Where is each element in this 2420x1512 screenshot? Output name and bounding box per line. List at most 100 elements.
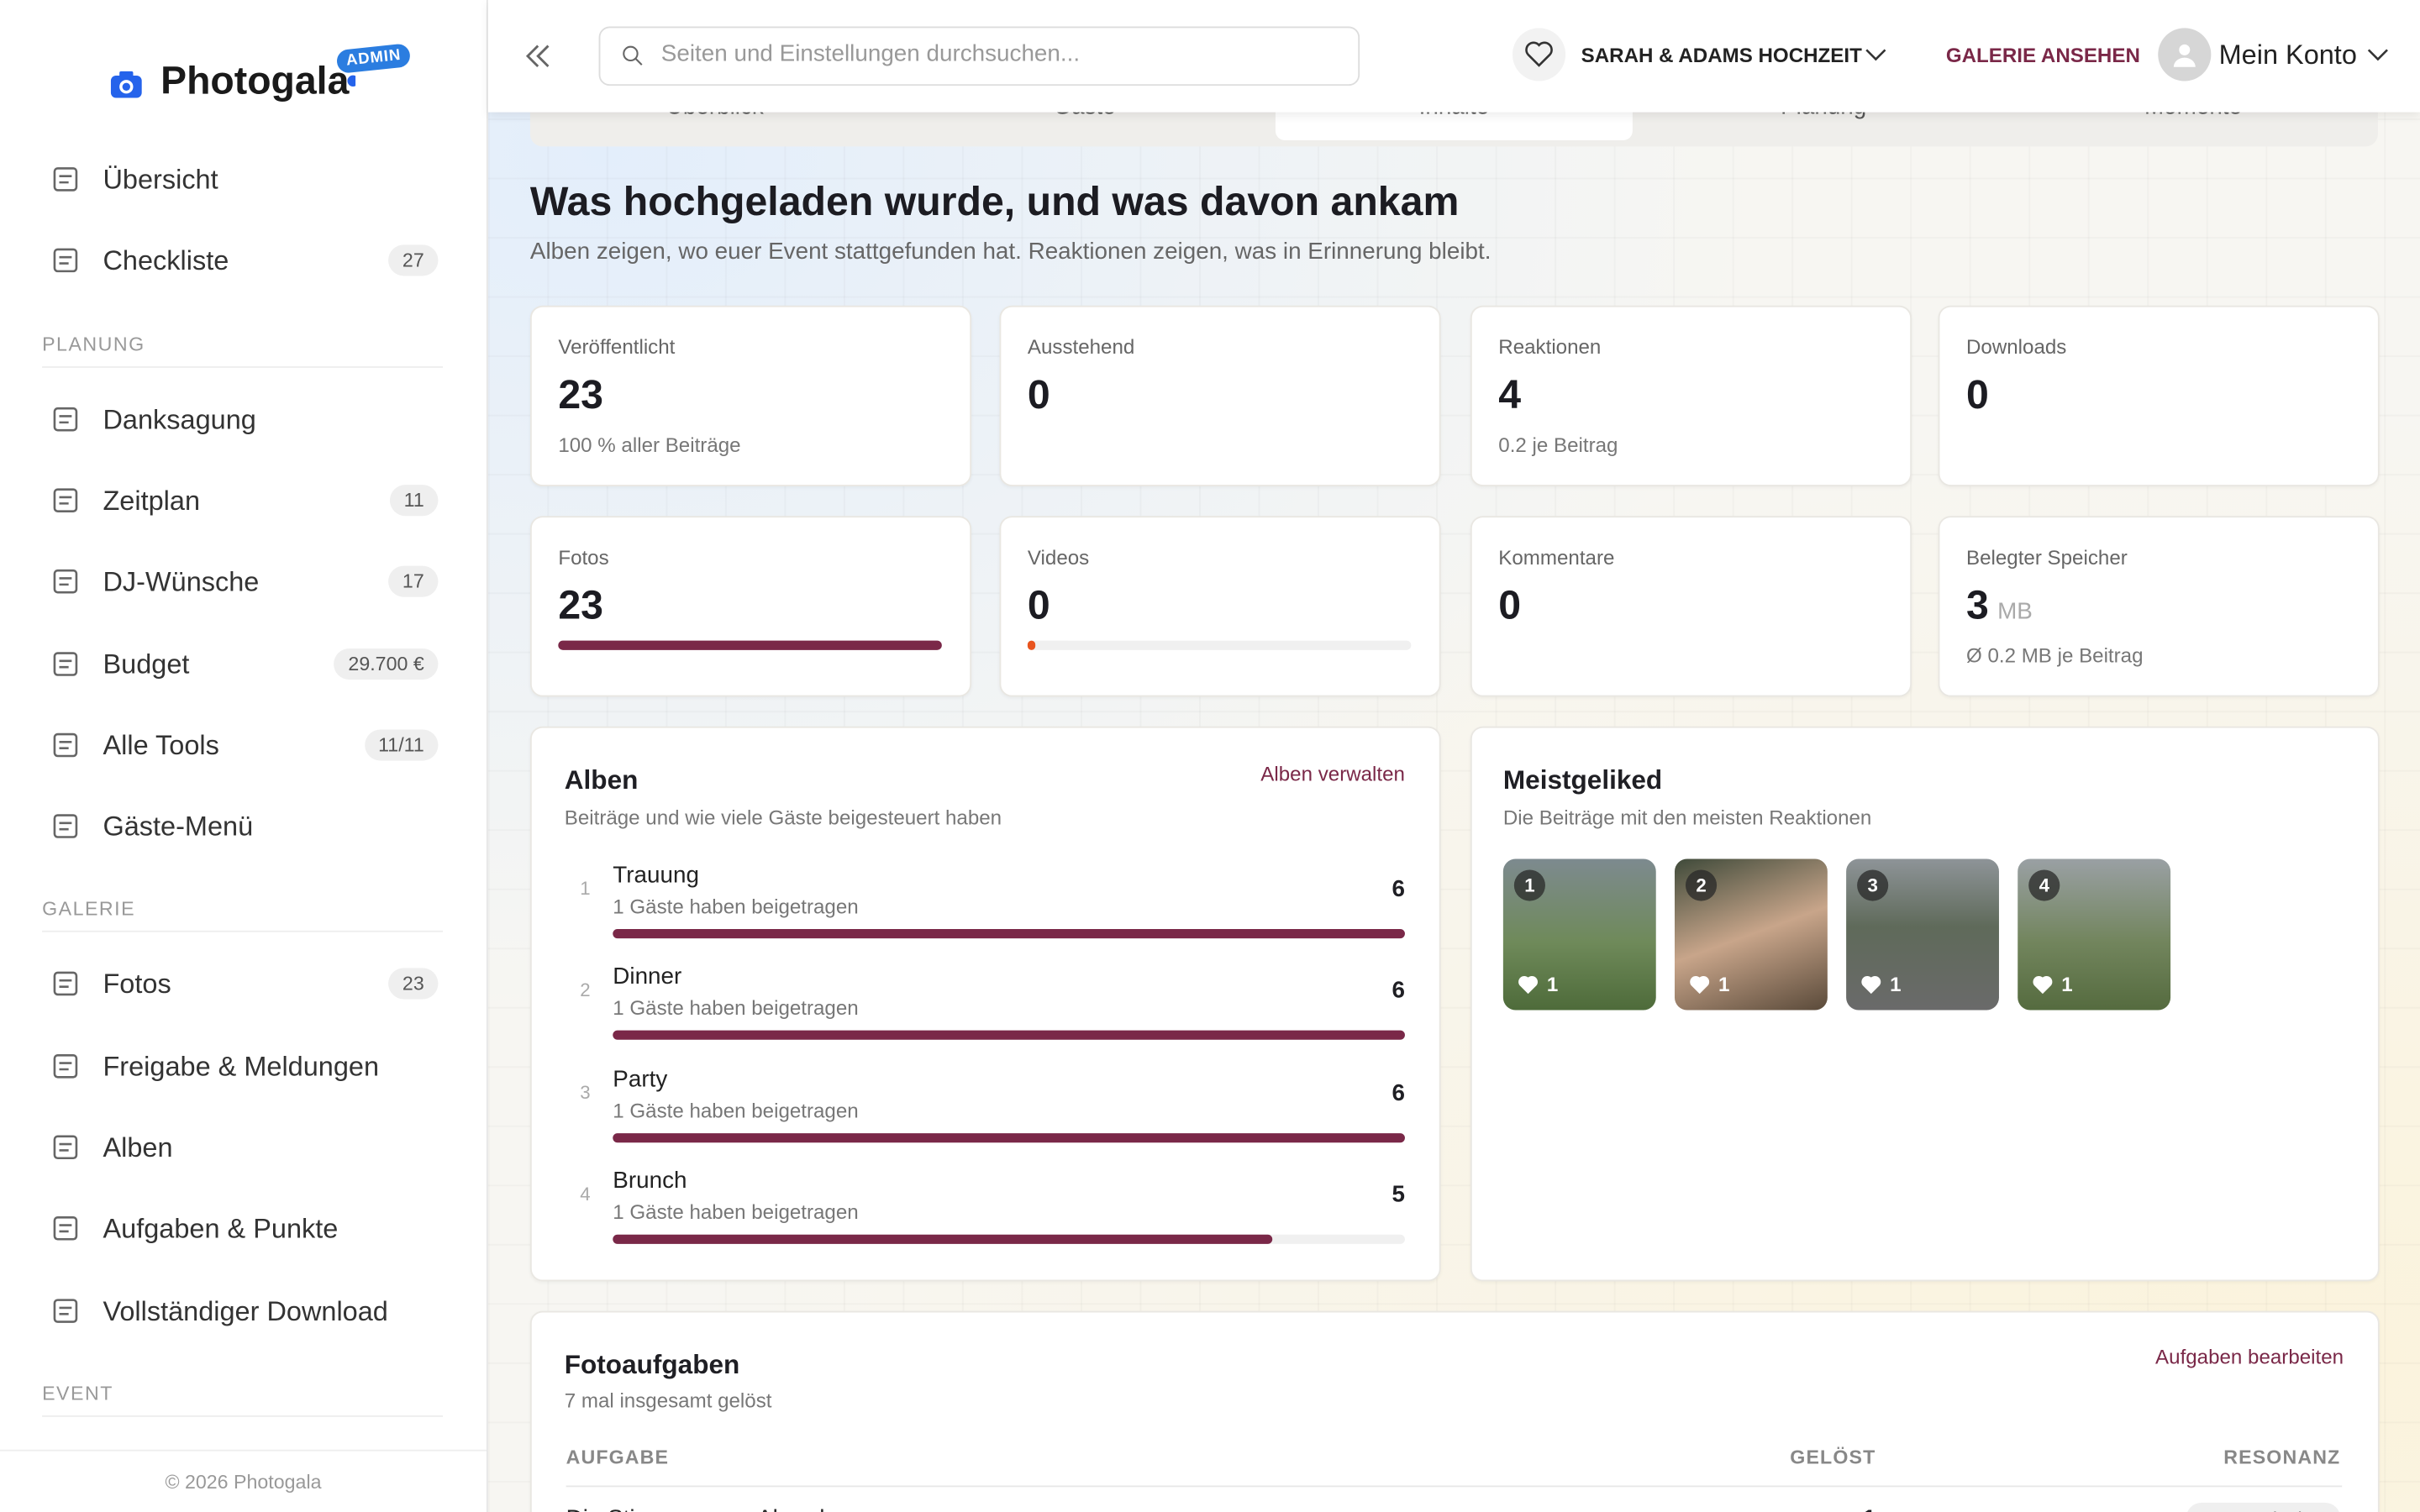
card-title: Meistgeliked xyxy=(1502,765,1663,795)
search-icon xyxy=(621,44,646,69)
stat-card xyxy=(1470,516,1912,697)
nav-count: 29.700 € xyxy=(334,648,439,680)
nav-icon xyxy=(50,403,81,434)
nav-count: 11 xyxy=(389,484,439,517)
stat-card xyxy=(529,305,972,486)
stat-value: 0 xyxy=(1027,370,1050,418)
heart-icon-svg xyxy=(1518,976,1538,995)
nav-icon-svg xyxy=(53,488,78,512)
nav-item[interactable]: DJ-Wünsche xyxy=(103,565,260,598)
divider xyxy=(42,365,444,368)
album-value: 6 xyxy=(1392,875,1405,903)
nav-icon xyxy=(50,566,81,597)
album-note: 1 Gäste haben beigetragen xyxy=(613,1098,859,1122)
nav-icon xyxy=(50,729,81,760)
heart-icon xyxy=(2032,974,2054,996)
heart-icon-svg xyxy=(2033,976,2053,995)
nav-item[interactable]: Fotos xyxy=(103,969,171,1000)
stat-label: Videos xyxy=(1027,545,1090,570)
col-header: RESONANZ xyxy=(2223,1446,2341,1469)
nav-icon xyxy=(50,1213,81,1244)
nav-icon-svg xyxy=(53,732,78,757)
card-subtitle: 7 mal insgesamt gelöst xyxy=(564,1389,772,1413)
heart-icon xyxy=(1689,974,1711,996)
nav-section-title: PLANUNG xyxy=(42,333,145,355)
liked-rank: 2 xyxy=(1685,869,1718,901)
event-switch[interactable]: SARAH & ADAMS HOCHZEIT xyxy=(1581,43,1862,67)
brand-dot: • xyxy=(346,60,355,107)
nav-icon-svg xyxy=(53,1216,78,1242)
liked-count: 1 xyxy=(1718,972,1730,996)
account-menu[interactable]: Mein Konto xyxy=(2218,39,2357,71)
nav-icon-svg xyxy=(53,570,78,594)
album-bar xyxy=(613,1132,1405,1142)
stat-card xyxy=(529,516,972,697)
stat-value: 23 xyxy=(558,581,603,628)
page-heading: Was hochgeladen wurde, und was davon ank… xyxy=(529,177,1460,225)
liked-count: 1 xyxy=(1546,972,1559,996)
stat-label: Veröffentlicht xyxy=(558,334,676,359)
nav-icon-svg xyxy=(53,1298,78,1323)
nav-item[interactable]: Zeitplan xyxy=(103,484,201,517)
event-heart xyxy=(1523,39,1555,70)
divider xyxy=(0,1449,487,1452)
stat-value: 3 xyxy=(1965,581,1989,628)
nav-item[interactable]: Gäste-Menü xyxy=(103,811,254,843)
chevron xyxy=(2362,39,2393,70)
album-bar xyxy=(613,1234,1273,1244)
nav-icon xyxy=(50,1131,81,1163)
task-name: Die Stimmung am Abend xyxy=(566,1506,825,1512)
nav-item[interactable]: Alle Tools xyxy=(103,729,219,761)
card-title: Fotoaufgaben xyxy=(564,1350,740,1380)
liked-rank: 4 xyxy=(2028,869,2060,901)
nav-item[interactable]: Danksagung xyxy=(103,402,256,434)
nav-section-title: GALERIE xyxy=(42,898,136,921)
album-name: Dinner xyxy=(613,963,682,990)
nav-icon xyxy=(50,164,81,195)
card-link[interactable]: Alben verwalten xyxy=(1260,762,1405,786)
brand-name: Photogala xyxy=(160,59,350,103)
search-box[interactable] xyxy=(598,26,1360,87)
share-track xyxy=(1027,640,1412,650)
nav-icon xyxy=(50,245,81,276)
dot: • xyxy=(346,60,355,103)
stat-label: Reaktionen xyxy=(1498,334,1602,359)
nav-icon xyxy=(50,648,81,679)
stat-card xyxy=(1938,305,2380,486)
nav-icon-svg xyxy=(53,814,78,838)
collapse-button[interactable] xyxy=(521,39,555,73)
nav-item[interactable]: Übersicht xyxy=(103,163,218,195)
nav-section-title: EVENT xyxy=(42,1382,113,1404)
album-name: Party xyxy=(613,1065,668,1093)
chevron xyxy=(1860,39,1891,70)
heart-icon xyxy=(1860,974,1882,996)
logo-icon-svg xyxy=(110,71,142,98)
nav-icon-svg xyxy=(53,167,78,192)
album-name: Trauung xyxy=(613,862,699,889)
nav-item[interactable]: Alben xyxy=(103,1131,173,1163)
nav-item[interactable]: Budget xyxy=(103,648,190,680)
col-header: GELÖST xyxy=(1790,1446,1876,1469)
liked-count: 1 xyxy=(2061,972,2073,996)
nav-icon-svg xyxy=(53,407,78,431)
event-heart-svg xyxy=(1525,41,1553,67)
nav-item[interactable]: Freigabe & Meldungen xyxy=(103,1050,380,1082)
gallery-link[interactable]: GALERIE ANSEHEN xyxy=(1945,43,2140,67)
album-rank: 2 xyxy=(580,979,591,1001)
nav-item[interactable]: Checkliste xyxy=(103,244,229,277)
album-rank: 3 xyxy=(580,1081,591,1104)
stat-value: 4 xyxy=(1498,370,1522,418)
avatar-icon-svg xyxy=(2173,44,2196,67)
nav-item[interactable]: Aufgaben & Punkte xyxy=(103,1213,339,1245)
task-resonance: Für Entdecker xyxy=(2186,1502,2341,1512)
stat-unit: MB xyxy=(1997,598,2033,626)
liked-rank: 3 xyxy=(1857,869,1889,901)
search-icon-svg xyxy=(623,45,643,66)
nav-item[interactable]: Vollständiger Download xyxy=(103,1294,388,1326)
nav-icon xyxy=(50,485,81,516)
album-value: 6 xyxy=(1392,1079,1405,1106)
card-link[interactable]: Aufgaben bearbeiten xyxy=(2155,1345,2344,1369)
album-note: 1 Gäste haben beigetragen xyxy=(613,1200,859,1224)
